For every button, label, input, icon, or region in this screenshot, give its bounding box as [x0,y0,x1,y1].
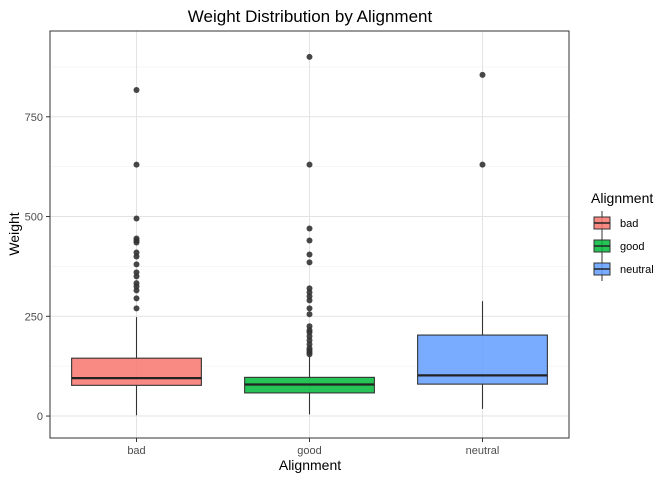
x-tick-label: good [297,445,321,457]
box-neutral [417,71,548,409]
legend-label: neutral [620,264,654,276]
outlier-point [133,295,140,302]
legend-item-neutral: neutral [593,257,654,281]
y-tick-label: 0 [37,411,43,423]
legend-title: Alignment [591,190,653,206]
outlier-point [306,285,313,292]
box-bad [71,87,202,416]
outlier-point [133,87,140,94]
legend-label: good [620,241,644,253]
x-axis: bad good neutral [127,438,499,457]
outlier-point [306,305,313,312]
x-tick-label: neutral [466,445,500,457]
y-tick-label: 250 [25,311,43,323]
chart-title: Weight Distribution by Alignment [188,7,433,26]
outlier-point [133,261,140,268]
legend: Alignment bad good neutral [591,190,654,281]
legend-item-good: good [593,234,644,258]
y-axis: 0 250 500 750 [25,112,50,423]
outlier-point [306,323,313,330]
outlier-point [306,161,313,168]
outlier-point [306,225,313,232]
legend-label: bad [620,218,638,230]
outlier-point [133,269,140,276]
outlier-point [306,311,313,318]
outlier-point [133,249,140,256]
outlier-point [306,259,313,266]
outlier-point [306,53,313,60]
outlier-point [479,71,486,78]
outlier-point [479,161,486,168]
y-tick-label: 750 [25,112,43,124]
x-tick-label: bad [127,445,145,457]
outlier-point [133,215,140,222]
outlier-point [306,251,313,258]
legend-item-bad: bad [593,211,638,235]
box-good [244,53,375,415]
iqr-box [417,334,548,385]
outlier-point [306,237,313,244]
x-axis-title: Alignment [279,457,341,473]
boxes [71,53,548,416]
iqr-box [71,357,202,386]
outlier-point [133,161,140,168]
outlier-point [133,305,140,312]
y-axis-title: Weight [6,212,22,255]
y-tick-label: 500 [25,212,43,224]
outlier-point [133,280,140,287]
outlier-point [133,235,140,242]
